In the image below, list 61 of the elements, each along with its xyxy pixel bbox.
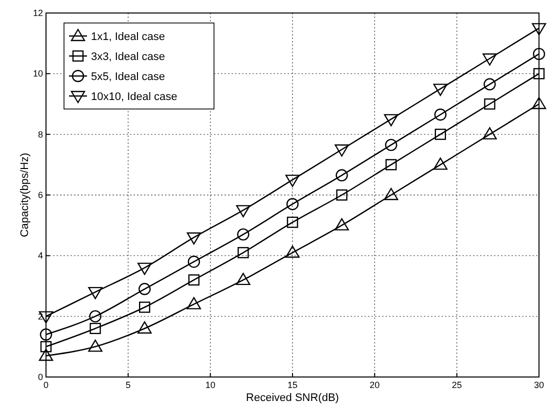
point — [434, 128, 446, 140]
x-tick-label: 25 — [452, 380, 462, 390]
point — [38, 348, 54, 361]
y-tick-label: 8 — [38, 129, 43, 140]
point — [285, 246, 300, 258]
point — [286, 216, 298, 228]
y-tick-label: 6 — [38, 190, 43, 200]
point — [336, 169, 348, 182]
point — [532, 48, 546, 60]
x-tick-label: 10 — [205, 380, 216, 390]
point — [89, 310, 102, 322]
point — [186, 232, 201, 245]
point — [385, 138, 398, 152]
point — [236, 272, 250, 286]
point — [386, 159, 397, 170]
point — [434, 108, 446, 121]
point — [484, 98, 496, 110]
point — [384, 114, 398, 126]
legend-label: 10x10, Ideal case — [91, 91, 178, 103]
y-tick-label: 4 — [38, 250, 43, 261]
point — [533, 68, 545, 80]
point — [484, 78, 496, 90]
point — [286, 198, 299, 210]
x-tick-label: 20 — [370, 380, 380, 390]
point — [188, 274, 200, 286]
point — [532, 23, 546, 36]
point — [138, 282, 151, 296]
point — [532, 96, 546, 110]
point — [138, 321, 152, 334]
point — [482, 127, 497, 140]
point — [334, 144, 349, 157]
point — [138, 262, 152, 275]
y-tick-label: 10 — [32, 68, 43, 79]
y-axis-title: Capacity(bps/Hz) — [19, 152, 31, 238]
point — [88, 340, 102, 352]
point — [237, 228, 250, 241]
point — [334, 218, 349, 230]
x-tick-label: 5 — [126, 380, 131, 390]
point — [384, 188, 398, 200]
point — [40, 341, 52, 352]
point — [433, 84, 448, 96]
legend-label: 3x3, Ideal case — [91, 51, 165, 63]
legend-label: 1x1, Ideal case — [91, 31, 165, 43]
point — [336, 189, 348, 201]
point — [139, 302, 150, 313]
point — [186, 297, 201, 310]
point — [90, 322, 101, 334]
point — [238, 247, 249, 258]
point — [482, 53, 497, 66]
point — [40, 328, 52, 341]
y-tick-label: 0 — [38, 372, 43, 382]
point — [88, 286, 102, 300]
point — [433, 158, 448, 170]
x-tick-label: 30 — [534, 380, 544, 390]
point — [285, 174, 300, 187]
point — [188, 256, 200, 268]
point — [236, 205, 250, 218]
y-tick-label: 12 — [32, 8, 43, 18]
x-axis-title: Received SNR(dB) — [246, 392, 339, 404]
x-tick-label: 15 — [287, 380, 298, 390]
legend-label: 5x5, Ideal case — [91, 71, 165, 83]
